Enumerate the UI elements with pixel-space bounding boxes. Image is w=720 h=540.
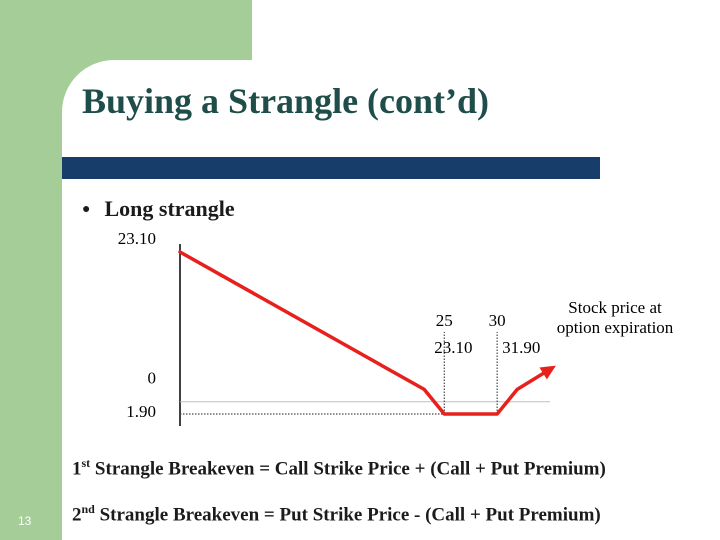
bullet-dot-icon: ● — [82, 202, 91, 217]
bullet-item: ● Long strangle — [82, 196, 235, 222]
ordinal-suffix: nd — [81, 502, 95, 516]
ordinal-number: 2 — [72, 504, 82, 526]
point-markers — [179, 251, 551, 415]
formula-text: Strangle Breakeven = Put Strike Price - … — [94, 504, 601, 526]
x-tick-label: 23.10 — [434, 338, 472, 357]
y-tick-label: 23.10 — [118, 229, 156, 248]
ordinal-suffix: st — [81, 456, 91, 470]
content-panel — [62, 60, 720, 540]
breakeven-formula-2: 2nd Strangle Breakeven = Put Strike Pric… — [72, 502, 601, 526]
x-tick-label: 31.90 — [502, 338, 540, 357]
y-tick-label: 1.90 — [126, 402, 156, 421]
y-tick-label: 0 — [148, 369, 157, 388]
title-underline-bar — [62, 157, 600, 179]
x-tick-label: 30 — [489, 311, 506, 330]
x-axis-label: Stock price at — [568, 298, 662, 317]
payoff-line — [178, 250, 552, 416]
x-tick-label: 25 — [436, 311, 453, 330]
bullet-text: Long strangle — [104, 196, 235, 221]
slide-number: 13 — [18, 514, 32, 528]
x-axis-label: option expiration — [557, 318, 674, 337]
ordinal-number: 1 — [72, 458, 82, 480]
formula-text: Strangle Breakeven = Call Strike Price +… — [90, 458, 606, 480]
payoff-arrowhead-icon — [539, 365, 556, 380]
breakeven-formula-1: 1st Strangle Breakeven = Call Strike Pri… — [72, 456, 606, 480]
slide-title: Buying a Strangle (cont’d) — [82, 81, 490, 121]
